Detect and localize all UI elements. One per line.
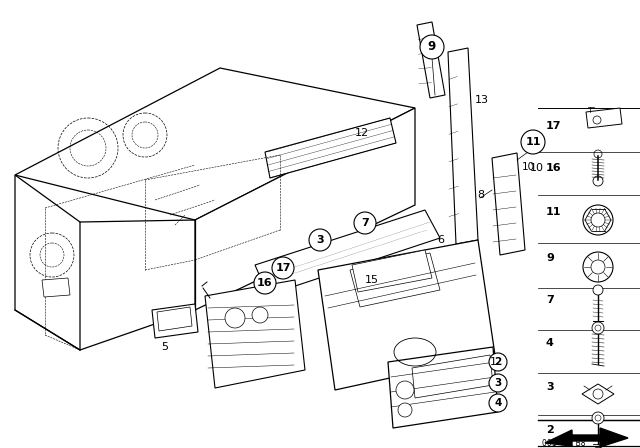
Polygon shape [417,22,445,98]
Polygon shape [15,68,415,220]
Circle shape [489,394,507,412]
Text: 10: 10 [530,163,544,173]
Text: 8: 8 [477,190,484,200]
Polygon shape [318,240,495,390]
Polygon shape [582,384,614,404]
Text: 17: 17 [275,263,291,273]
Polygon shape [152,304,198,338]
Circle shape [225,308,245,328]
Text: 16: 16 [546,163,562,173]
Text: 7: 7 [361,218,369,228]
Circle shape [583,252,613,282]
Text: 7: 7 [546,295,554,305]
Polygon shape [157,307,192,331]
Polygon shape [448,48,478,244]
Text: 3: 3 [546,382,554,392]
Text: 13: 13 [475,95,489,105]
Circle shape [396,381,414,399]
Text: 17: 17 [546,121,561,131]
Text: 15: 15 [365,275,379,285]
Text: 3: 3 [316,235,324,245]
Text: 4: 4 [494,398,502,408]
Circle shape [309,229,331,251]
Circle shape [252,307,268,323]
Circle shape [583,205,613,235]
Circle shape [420,35,444,59]
Circle shape [254,272,276,294]
Text: 9: 9 [428,40,436,53]
Polygon shape [492,153,525,255]
Text: 2: 2 [494,357,502,367]
Polygon shape [412,355,493,398]
Polygon shape [205,280,305,388]
Polygon shape [255,210,440,295]
Text: 2: 2 [546,425,554,435]
Circle shape [489,374,507,392]
Text: 16: 16 [257,278,273,288]
Text: 1: 1 [490,357,497,367]
Polygon shape [545,428,628,447]
Circle shape [593,285,603,295]
Circle shape [398,403,412,417]
Circle shape [592,412,604,424]
Circle shape [354,212,376,234]
Text: 9: 9 [546,253,554,263]
Polygon shape [42,278,70,297]
Polygon shape [352,250,432,292]
Polygon shape [265,118,396,178]
Text: 6: 6 [437,235,444,245]
Text: 001 421 B8: 001 421 B8 [542,439,586,448]
Text: 3: 3 [494,378,502,388]
Polygon shape [15,175,80,350]
Text: 5: 5 [161,342,168,352]
Circle shape [489,353,507,371]
Circle shape [521,130,545,154]
Text: 11: 11 [546,207,561,217]
Circle shape [592,322,604,334]
Polygon shape [388,347,498,428]
Text: 12: 12 [355,128,369,138]
Text: 10: 10 [522,162,535,172]
Polygon shape [350,253,440,307]
Text: 4: 4 [546,338,554,348]
Polygon shape [586,108,622,128]
Text: 11: 11 [525,137,541,147]
Circle shape [272,257,294,279]
Polygon shape [195,108,415,310]
